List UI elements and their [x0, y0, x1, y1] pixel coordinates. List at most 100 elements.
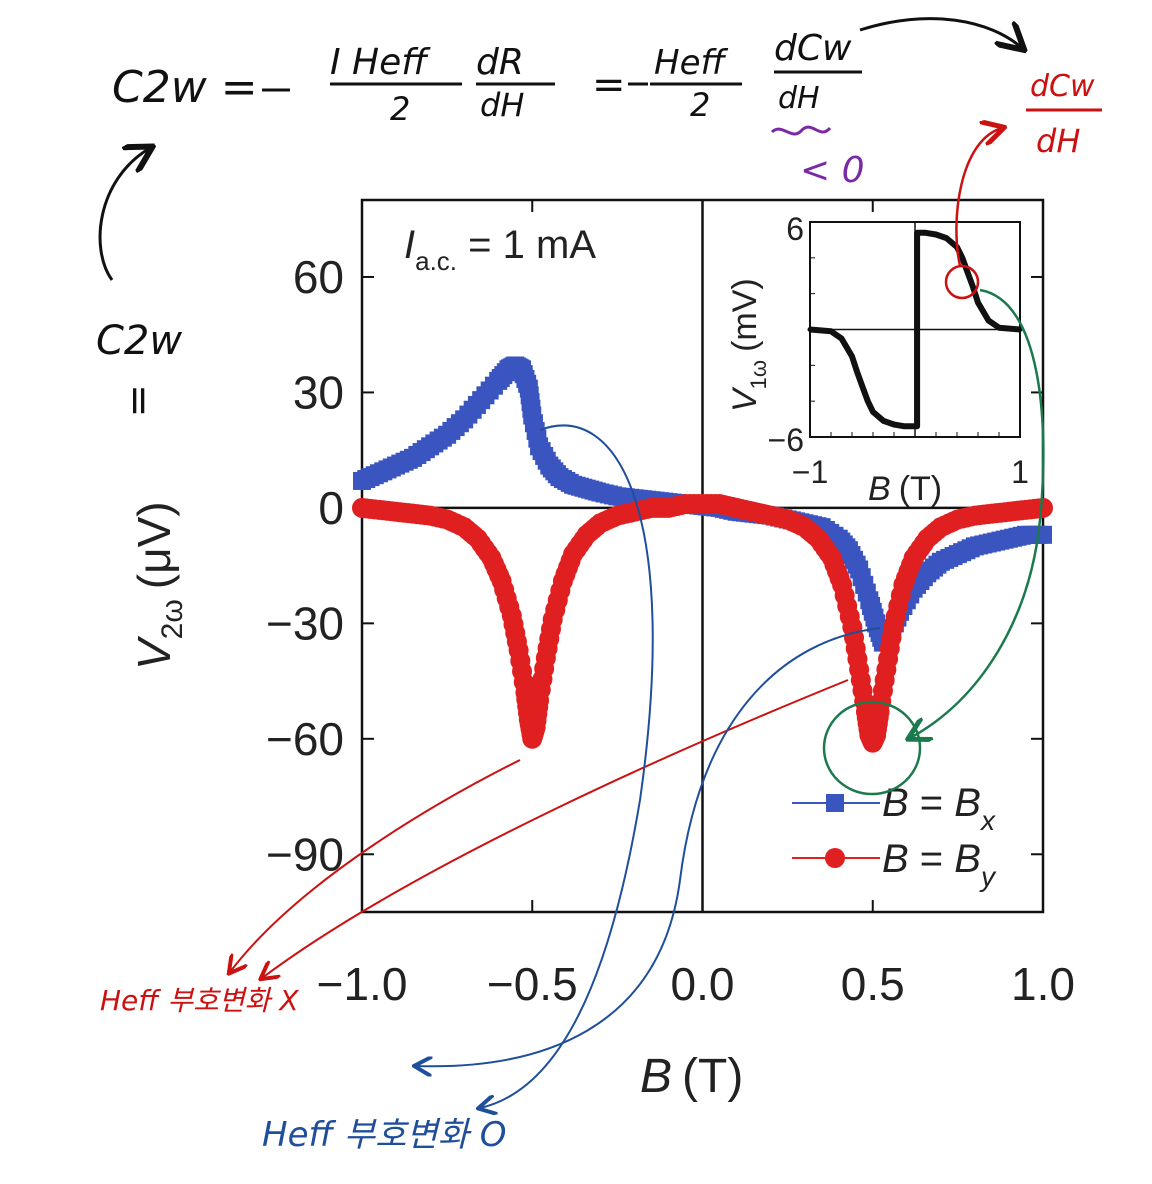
inset-x-var: B: [868, 470, 891, 508]
legend: B = Bx B = By: [792, 781, 997, 892]
red-arrow-right-dip: [262, 679, 849, 978]
eq-dCw-num: dCw: [774, 28, 852, 69]
eq-lhs: C2w =: [112, 62, 258, 113]
inset-y-label: V1ω (mV): [726, 278, 771, 412]
annotation-var: I: [404, 223, 415, 267]
red-derivative: dCw dH: [1026, 69, 1102, 160]
inset-point: [881, 418, 886, 424]
legend-by-lhs: B: [882, 837, 909, 881]
data-point-by: [1033, 497, 1053, 518]
eq-term2-den: 2: [690, 86, 710, 124]
legend-bx-sub: x: [979, 805, 996, 836]
red-arrow-left-dip: [230, 759, 521, 972]
inset-x-tick-label: −1: [792, 454, 828, 490]
red-arrow-to-derivative: [955, 128, 1002, 267]
inset-point: [986, 318, 991, 324]
y-axis-var: V: [128, 635, 180, 670]
purple-note-text: < 0: [800, 150, 865, 191]
eq-dR-den: dH: [480, 86, 524, 124]
legend-marker-by: [825, 848, 845, 868]
main-axes: 60 30 0 −30 −60 −90 −1.0 −0.5 0.0 0.5 1.0: [266, 200, 1075, 1010]
eq-term1-den: 2: [390, 90, 410, 128]
inset-point: [902, 423, 907, 429]
inset-point: [996, 325, 1002, 331]
inset-y-sub: 1ω: [746, 360, 771, 389]
inset-y-unit: (mV): [726, 278, 764, 352]
inset-point: [970, 284, 976, 289]
left-c2w: C2w: [96, 318, 182, 364]
inset-point: [849, 353, 855, 359]
inset-point: [1017, 327, 1023, 332]
legend-marker-bx: [826, 794, 844, 812]
inset-y-var: V: [726, 386, 764, 412]
red-label: Heff 부호변화 X: [100, 984, 299, 1017]
inset-point: [807, 327, 813, 332]
y-axis-unit: (μV): [128, 501, 180, 589]
purple-note: < 0: [770, 125, 865, 191]
inset-point: [891, 421, 897, 427]
legend-by-rhs: B: [954, 837, 981, 881]
annotation-rest: = 1 mA: [457, 223, 596, 267]
y-tick-label: −60: [266, 713, 344, 765]
annotation-sub: a.c.: [415, 246, 457, 276]
x-tick-label: 0.0: [671, 958, 735, 1010]
x-tick-label: −0.5: [487, 958, 578, 1010]
legend-bx-eq: =: [909, 781, 955, 825]
current-annotation: Ia.c. = 1 mA: [404, 223, 596, 276]
arrow-to-red-derivative: [859, 17, 1022, 48]
y-tick-label: −30: [266, 597, 344, 649]
red-deriv-den: dH: [1036, 122, 1080, 160]
x-tick-label: 0.5: [841, 958, 905, 1010]
inset-point: [959, 255, 965, 261]
series-by: [352, 494, 1053, 753]
inset-x-label: B (T): [868, 470, 942, 508]
y-tick-label: 60: [293, 251, 344, 303]
legend-label-by: B = By: [882, 837, 997, 892]
inset-point: [923, 230, 928, 236]
inset-point: [944, 235, 949, 241]
handwritten-equation: C2w = I Heff 2 dR dH = Heff 2 dCw dH: [112, 28, 862, 128]
eq-mid-eq: =: [592, 62, 626, 108]
inset-point: [914, 230, 920, 236]
inset-point: [975, 300, 981, 306]
left-arrow-up: [98, 148, 150, 281]
inset-series: [807, 229, 1023, 430]
legend-by-sub: y: [979, 861, 997, 892]
blue-arrow-left-peak: [480, 424, 654, 1108]
red-deriv-num: dCw: [1030, 69, 1095, 104]
legend-by-eq: =: [909, 837, 955, 881]
eq-term2-num: Heff: [654, 43, 728, 83]
inset-point: [839, 335, 844, 341]
blue-label: Heff 부호변화 O: [262, 1115, 507, 1155]
eq-dCw-den: dH: [778, 81, 820, 116]
inset-y-tick-label: 6: [786, 211, 804, 247]
legend-bx-rhs: B: [954, 781, 981, 825]
inset-point: [865, 398, 871, 404]
inset-point: [965, 269, 970, 275]
x-tick-label: 1.0: [1011, 958, 1075, 1010]
x-tick-label: −1.0: [317, 958, 408, 1010]
y-tick-label: −90: [266, 828, 344, 880]
y-axis-label: V2ω (μV): [128, 501, 189, 670]
x-axis-var: B: [640, 1050, 672, 1103]
inset-point: [854, 370, 860, 375]
y-tick-label: 0: [318, 482, 344, 534]
blue-arrow-right-dip: [416, 627, 881, 1066]
inset-x-tick-label: 1: [1011, 454, 1029, 490]
inset-point: [860, 384, 865, 390]
inset-x-unit: (T): [899, 470, 942, 508]
eq-term1-num: I Heff: [330, 42, 431, 83]
red-circle-inset: [944, 264, 980, 300]
y-axis-sub: 2ω: [156, 599, 189, 639]
left-eq: =: [116, 384, 162, 418]
x-axis-label: B (T): [640, 1050, 743, 1103]
legend-label-bx: B = Bx: [882, 781, 996, 836]
green-link-curve: [910, 288, 1045, 738]
main-series: [352, 356, 1053, 753]
x-axis-unit: (T): [682, 1050, 743, 1103]
left-note: C2w =: [96, 148, 182, 418]
inset-point: [933, 232, 939, 238]
green-circle-dip: [822, 700, 922, 796]
inset-y-tick-label: −6: [768, 422, 804, 458]
